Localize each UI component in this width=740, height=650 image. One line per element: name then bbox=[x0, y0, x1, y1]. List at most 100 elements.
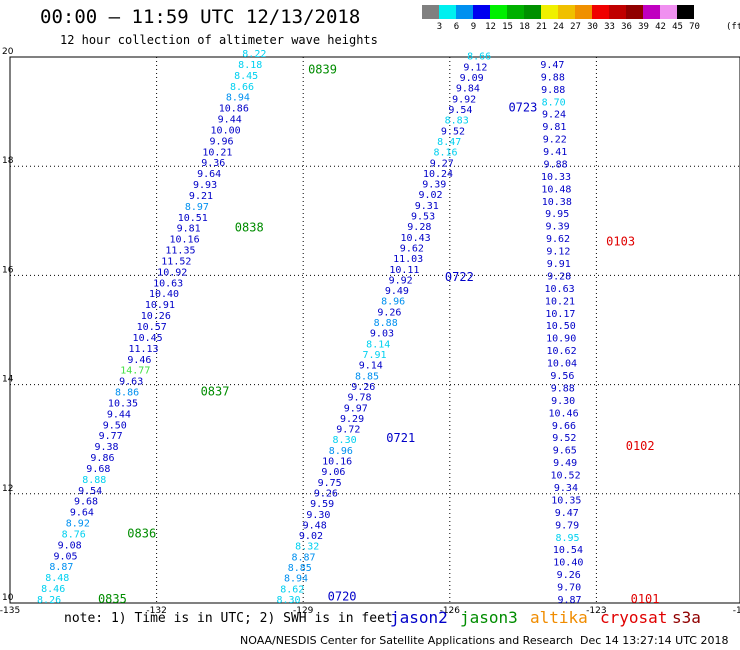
y-tick-label: 18 bbox=[2, 156, 14, 166]
data-points: 8.268.468.488.879.059.088.768.929.649.68… bbox=[37, 49, 583, 606]
wave-height-value: 9.27 bbox=[430, 158, 454, 169]
wave-height-value: 9.95 bbox=[545, 209, 569, 220]
wave-height-value: 9.84 bbox=[456, 84, 480, 95]
wave-height-value: 9.65 bbox=[553, 446, 577, 457]
wave-height-value: 11.52 bbox=[161, 256, 191, 267]
wave-height-value: 8.22 bbox=[242, 49, 266, 60]
legend-item: cryosat bbox=[600, 608, 668, 627]
wave-height-value: 8.85 bbox=[288, 563, 312, 574]
wave-height-value: 10.33 bbox=[541, 172, 571, 183]
wave-height-value: 9.68 bbox=[86, 464, 110, 475]
color-swatch bbox=[558, 5, 575, 19]
wave-height-value: 8.30 bbox=[333, 435, 357, 446]
wave-height-value: 9.12 bbox=[546, 247, 570, 258]
wave-height-value: 9.12 bbox=[463, 62, 487, 73]
wave-height-value: 10.63 bbox=[153, 278, 183, 289]
wave-height-value: 9.68 bbox=[74, 497, 98, 508]
x-tick-label: -123 bbox=[586, 606, 606, 616]
y-tick-label: 14 bbox=[2, 375, 14, 385]
wave-height-value: 9.70 bbox=[557, 583, 581, 594]
wave-height-value: 9.47 bbox=[540, 60, 564, 71]
wave-height-value: 10.51 bbox=[178, 213, 208, 224]
wave-height-value: 10.48 bbox=[541, 184, 571, 195]
color-scale-tick: 18 bbox=[519, 22, 530, 32]
wave-height-value: 9.39 bbox=[422, 180, 446, 191]
color-scale-tick: 21 bbox=[536, 22, 547, 32]
wave-height-value: 9.39 bbox=[546, 222, 570, 233]
pass-time-label: 0836 bbox=[127, 526, 156, 540]
wave-height-value: 9.26 bbox=[314, 488, 338, 499]
wave-height-value: 10.43 bbox=[401, 233, 431, 244]
wave-height-value: 9.53 bbox=[411, 212, 435, 223]
wave-height-value: 10.40 bbox=[149, 289, 179, 300]
x-tick-label: -120 bbox=[733, 606, 740, 616]
x-tick-label: -129 bbox=[293, 606, 314, 616]
color-scale-tick: 45 bbox=[672, 22, 683, 32]
wave-height-value: 9.88 bbox=[544, 159, 568, 170]
wave-height-value: 9.02 bbox=[299, 531, 323, 542]
wave-height-value: 8.94 bbox=[284, 574, 308, 585]
wave-height-value: 8.96 bbox=[329, 446, 353, 457]
wave-height-value: 9.88 bbox=[551, 383, 575, 394]
wave-height-value: 9.44 bbox=[218, 115, 242, 126]
wave-height-value: 10.40 bbox=[553, 558, 583, 569]
color-swatch bbox=[473, 5, 490, 19]
wave-height-value: 7.91 bbox=[362, 350, 386, 361]
legend-item: altika bbox=[530, 608, 588, 627]
wave-height-value: 9.81 bbox=[177, 224, 201, 235]
legend-item: jason3 bbox=[460, 608, 518, 627]
wave-height-value: 8.96 bbox=[381, 297, 405, 308]
color-scale-tick: 12 bbox=[485, 22, 496, 32]
wave-height-value: 8.87 bbox=[291, 552, 315, 563]
y-tick-label: 20 bbox=[2, 47, 14, 57]
wave-height-value: 10.50 bbox=[546, 321, 576, 332]
wave-height-value: 9.75 bbox=[318, 478, 342, 489]
wave-height-value: 9.62 bbox=[546, 234, 570, 245]
color-swatch bbox=[439, 5, 456, 19]
wave-height-value: 10.16 bbox=[322, 457, 352, 468]
wave-height-value: 10.24 bbox=[423, 169, 453, 180]
wave-height-value: 9.24 bbox=[542, 110, 566, 121]
x-tick-label: -135 bbox=[0, 606, 20, 616]
wave-height-value: 9.02 bbox=[418, 190, 442, 201]
wave-height-value: 10.16 bbox=[169, 235, 199, 246]
wave-height-value: 9.41 bbox=[543, 147, 567, 158]
wave-height-value: 14.77 bbox=[120, 366, 150, 377]
pass-time-label: 0838 bbox=[235, 221, 264, 235]
wave-height-value: 10.45 bbox=[133, 333, 163, 344]
wave-height-value: 9.52 bbox=[441, 126, 465, 137]
pass-time-label: 0103 bbox=[606, 234, 635, 248]
wave-height-value: 9.72 bbox=[336, 425, 360, 436]
wave-height-value: 9.92 bbox=[452, 94, 476, 105]
wave-height-value: 9.66 bbox=[552, 421, 576, 432]
wave-height-value: 8.48 bbox=[45, 573, 69, 584]
time-labels: 0835 0836 0837 0838 0839 0720 0721 0722 0723 0101… bbox=[98, 62, 660, 606]
wave-height-value: 8.26 bbox=[37, 595, 61, 606]
wave-height-value: 10.90 bbox=[546, 334, 576, 345]
color-swatch bbox=[609, 5, 626, 19]
color-swatch bbox=[541, 5, 558, 19]
x-tick-label: -132 bbox=[146, 606, 166, 616]
footer-credit: NOAA/NESDIS Center for Satellite Applica… bbox=[240, 634, 574, 647]
wave-height-value: 10.86 bbox=[219, 104, 249, 115]
legend-item: s3a bbox=[672, 608, 701, 627]
color-swatch bbox=[422, 5, 439, 19]
wave-height-value: 9.46 bbox=[127, 355, 151, 366]
wave-height-value: 9.49 bbox=[553, 458, 577, 469]
color-scale-tick: 9 bbox=[470, 22, 477, 32]
wave-height-value: 8.14 bbox=[366, 339, 390, 350]
wave-height-value: 9.64 bbox=[70, 508, 94, 519]
wave-height-value: 9.87 bbox=[557, 595, 581, 606]
color-scale-tick: 24 bbox=[553, 22, 564, 32]
color-scale-tick: 6 bbox=[453, 22, 460, 32]
wave-height-value: 10.46 bbox=[549, 408, 579, 419]
wave-height-value: 10.21 bbox=[202, 147, 232, 158]
wave-height-value: 11.13 bbox=[128, 344, 158, 355]
wave-height-value: 9.05 bbox=[53, 551, 77, 562]
wave-height-value: 9.50 bbox=[103, 420, 127, 431]
color-scale-tick: 36 bbox=[621, 22, 632, 32]
wave-height-value: 9.38 bbox=[95, 442, 119, 453]
wave-height-value: 9.54 bbox=[78, 486, 102, 497]
pass-time-label: 0101 bbox=[631, 592, 660, 606]
wave-height-value: 8.66 bbox=[467, 52, 491, 63]
